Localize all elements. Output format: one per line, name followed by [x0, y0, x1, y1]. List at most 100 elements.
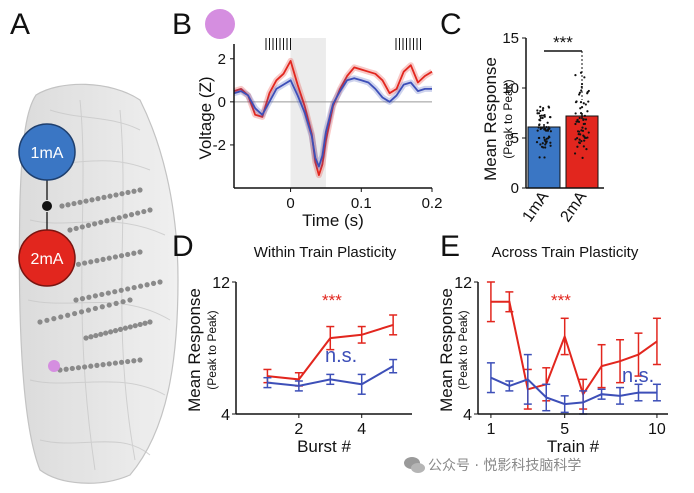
stim-ticks-right — [395, 38, 421, 50]
electrode-contact — [122, 213, 128, 219]
electrode-contact — [131, 188, 137, 194]
electrode-contact — [65, 202, 71, 208]
electrode-contact — [83, 335, 89, 341]
data-point — [576, 118, 579, 121]
data-point — [583, 114, 587, 117]
electrode-contact — [106, 255, 112, 261]
y-axis-label: Voltage (Z) — [196, 76, 215, 159]
electrode-contact — [127, 297, 133, 303]
data-point — [584, 127, 587, 130]
x-tick-label: 2 — [294, 421, 303, 438]
panel-a-letter: A — [10, 8, 30, 41]
electrode-contact — [92, 305, 98, 312]
data-point — [544, 143, 547, 146]
data-point — [582, 102, 585, 105]
brain-gyri — [27, 99, 171, 471]
data-point — [577, 120, 581, 123]
data-point — [574, 138, 577, 141]
electrode-contact — [137, 187, 143, 193]
electrode-contact — [98, 219, 104, 225]
panel-d-title: Within Train Plasticity — [254, 244, 397, 261]
electrode-contact — [59, 203, 65, 209]
y-tick-label: 0 — [218, 94, 226, 111]
recording-site-dot — [48, 360, 60, 372]
y-tick-label: 10 — [502, 80, 519, 97]
stim-site-dot — [42, 201, 52, 211]
electrode-contact — [125, 286, 131, 292]
data-point — [549, 144, 552, 147]
electrode-contact — [157, 279, 163, 285]
electrode-contact — [118, 287, 124, 293]
data-point — [536, 109, 539, 112]
electrode-contact — [86, 294, 92, 300]
data-point — [586, 110, 589, 113]
annotation-2mA: *** — [551, 291, 571, 310]
data-point — [545, 141, 548, 144]
electrode-contact — [138, 283, 144, 289]
y-tick-label: 2 — [218, 51, 226, 68]
x-axis-label: Train # — [547, 437, 600, 456]
electrode-contact — [78, 309, 85, 315]
panel-c: C 1mA 2mA *** 15 10 5 0 Mean Response (Peak to P… — [440, 8, 604, 225]
y-axis-label: Mean Response — [481, 57, 500, 181]
electrode-contact — [63, 366, 69, 372]
electrode-contact — [65, 312, 71, 318]
series-line-1mA — [490, 376, 657, 406]
data-point — [578, 138, 581, 141]
electrode-contact — [85, 307, 92, 313]
x-tick-label: 2mA — [557, 188, 590, 225]
data-point — [583, 122, 587, 125]
electrode-contact — [131, 284, 137, 291]
data-point — [544, 146, 547, 149]
electrode-contact — [98, 331, 104, 337]
electrode-contact — [85, 222, 92, 228]
electrode-contact — [125, 251, 131, 258]
electrode-contact — [125, 189, 131, 196]
x-tick-label: 5 — [560, 421, 569, 438]
electrode-contact — [137, 249, 143, 255]
data-point — [577, 132, 580, 136]
data-point — [542, 106, 545, 110]
data-point — [542, 146, 545, 149]
data-point — [580, 129, 583, 132]
within-train-plot: *** n.s. 12 4 2 4 Burst # Mean Response (Peak to… — [185, 275, 412, 456]
electrode-contact — [106, 302, 112, 308]
data-point — [578, 116, 581, 120]
data-point — [537, 126, 540, 129]
data-point — [539, 114, 542, 117]
data-point — [548, 115, 552, 119]
electrode-contact — [100, 256, 106, 262]
data-point — [581, 126, 584, 129]
panel-e: E Across Train Plasticity *** n.s. 12 41 5 10… — [437, 230, 668, 456]
data-point — [548, 136, 551, 139]
x-axis-label: Burst # — [297, 437, 351, 456]
stim-2ma-label: 2mA — [31, 251, 64, 268]
electrode-contact — [147, 319, 153, 325]
electrode-contact — [89, 197, 95, 203]
data-point — [539, 116, 542, 120]
data-point — [548, 127, 551, 130]
data-point — [582, 118, 585, 121]
electrode-contact — [128, 212, 135, 218]
data-point — [574, 74, 577, 77]
electrode-contact — [113, 192, 119, 198]
watermark-text: 公众号 · 悦影科技脑科学 — [428, 458, 581, 474]
stim-ticks-left — [265, 38, 291, 50]
electrode-contact — [79, 296, 86, 302]
series-line-1mA — [233, 77, 432, 168]
y-tick-label: 5 — [511, 130, 519, 147]
data-point — [582, 145, 585, 148]
data-point — [587, 131, 590, 134]
data-point — [546, 121, 549, 124]
y-tick-label: 15 — [502, 30, 519, 47]
electrode-contact — [147, 207, 153, 213]
data-point — [583, 76, 586, 79]
data-point — [585, 148, 588, 151]
data-point — [580, 140, 583, 143]
data-point — [539, 109, 542, 113]
data-point — [583, 139, 586, 142]
data-point — [543, 115, 546, 118]
x-axis-label: Time (s) — [302, 211, 364, 230]
stim-1ma-circle — [18, 123, 76, 181]
electrode-contact — [101, 194, 107, 200]
